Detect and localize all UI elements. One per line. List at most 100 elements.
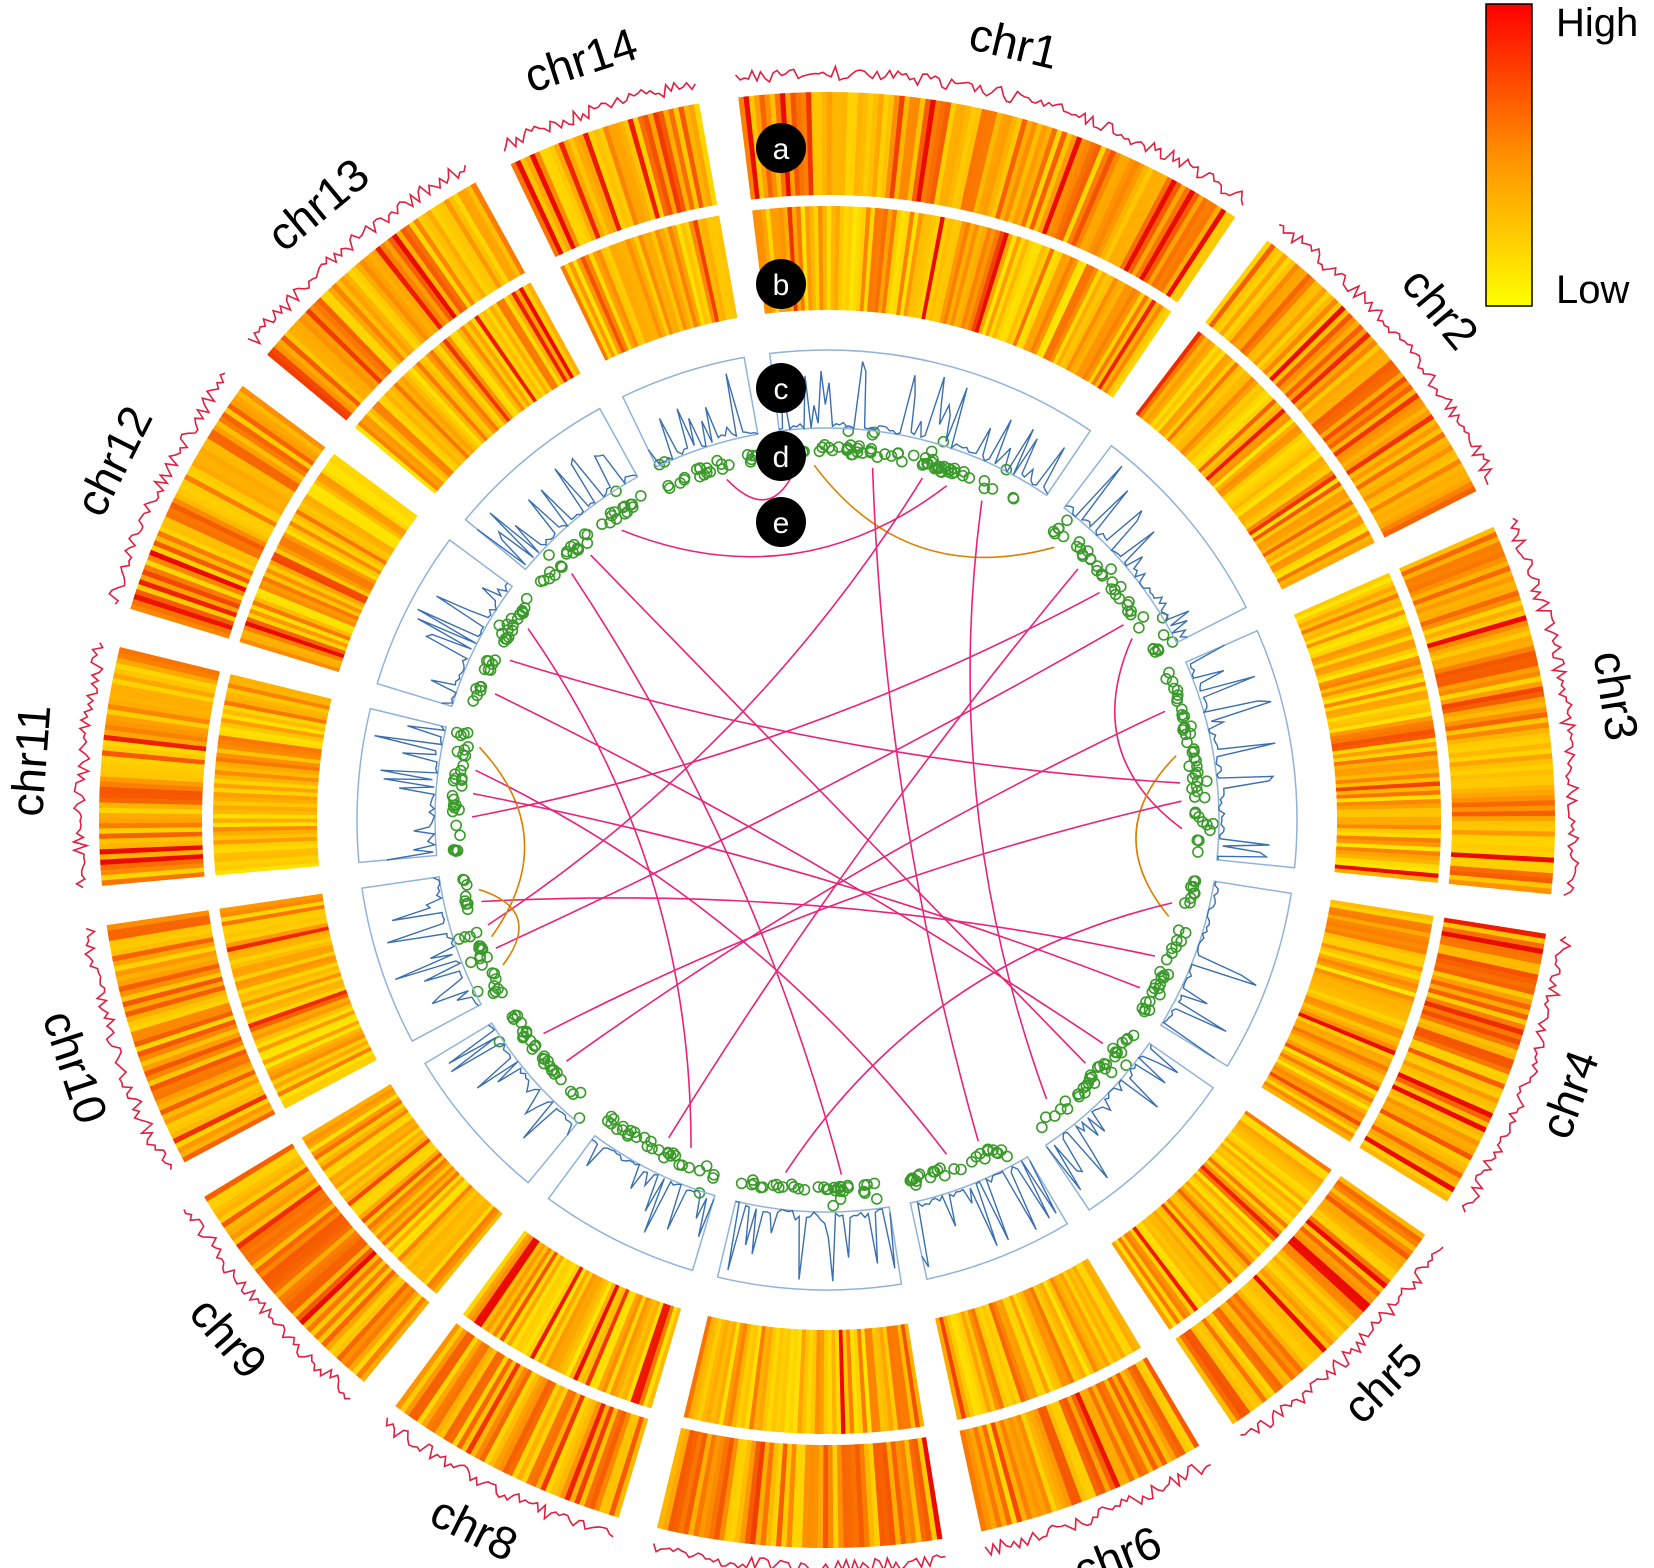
histogram-chr7 bbox=[716, 1200, 903, 1291]
density-outline-track bbox=[71, 63, 1580, 1568]
heatmap-track-b-chr10 bbox=[219, 893, 377, 1109]
heatmap-track-a-chr11 bbox=[98, 647, 220, 886]
density-line-chr11 bbox=[71, 642, 104, 889]
heatmap-track-b-chr11 bbox=[213, 674, 332, 876]
link-17 bbox=[543, 800, 1182, 1035]
track-badge-d-label: d bbox=[773, 441, 790, 474]
density-line-chr2 bbox=[1278, 224, 1493, 486]
heatmap-track-a-chr12 bbox=[130, 385, 326, 639]
chromosome-label-chr12: chr12 bbox=[64, 398, 162, 524]
heatmap-track-a-chr14 bbox=[510, 103, 718, 258]
color-legend: High Low bbox=[1485, 1, 1638, 312]
histogram-chr2 bbox=[1063, 444, 1248, 644]
track-badge-d: d bbox=[756, 431, 806, 481]
heatmap-track-b-chr2 bbox=[1135, 331, 1375, 590]
density-line-chr1 bbox=[734, 63, 1244, 206]
histogram-chr9 bbox=[423, 1022, 579, 1184]
dots-chr3 bbox=[1160, 666, 1219, 858]
heatmap-track-b-chr13 bbox=[354, 282, 581, 495]
track-badge-a-label: a bbox=[773, 133, 790, 166]
track-badge-c-label: c bbox=[774, 373, 789, 406]
dots-chr11 bbox=[446, 726, 474, 858]
histogram-chr11 bbox=[356, 707, 448, 864]
histogram-chr14 bbox=[621, 356, 759, 468]
link-16 bbox=[668, 568, 1079, 1139]
dots-chr9 bbox=[493, 1009, 587, 1124]
histogram-chr1 bbox=[768, 349, 1092, 497]
link-12 bbox=[590, 554, 1087, 1064]
density-line-chr3 bbox=[1509, 517, 1580, 897]
heatmap-track-a-chr9 bbox=[204, 1143, 430, 1382]
link-21 bbox=[621, 485, 948, 558]
density-line-chr12 bbox=[108, 372, 226, 605]
dots-chr14 bbox=[653, 448, 764, 495]
heatmap-track-a-chr13 bbox=[267, 182, 526, 421]
link-20 bbox=[494, 693, 1104, 1045]
link-22 bbox=[472, 792, 1141, 989]
heatmap-track-b-chr12 bbox=[239, 453, 418, 673]
histogram-chr10 bbox=[361, 875, 483, 1043]
dots-chr6 bbox=[904, 1143, 1013, 1191]
heatmap-track-b-chr3 bbox=[1293, 572, 1441, 883]
track-badge-c: c bbox=[756, 363, 806, 413]
heatmap-track-b-chr9 bbox=[301, 1083, 503, 1294]
legend-gradient-bar bbox=[1485, 3, 1533, 307]
dots-chr13 bbox=[534, 485, 647, 588]
link-13 bbox=[969, 500, 1048, 1100]
histogram-chr4 bbox=[1159, 880, 1293, 1068]
heatmap-track-a-chr6 bbox=[959, 1357, 1200, 1532]
density-line-chr9 bbox=[183, 1209, 351, 1400]
heatmap-track-b-chr4 bbox=[1261, 899, 1434, 1142]
link-7 bbox=[566, 710, 1166, 1062]
link-6 bbox=[1114, 638, 1183, 830]
link-5 bbox=[495, 624, 1124, 949]
histogram-chr8 bbox=[547, 1134, 716, 1272]
link-19 bbox=[478, 746, 526, 938]
heatmap-tracks bbox=[98, 91, 1555, 1548]
density-line-chr8 bbox=[385, 1417, 614, 1538]
density-line-chr5 bbox=[1240, 1246, 1444, 1436]
legend-high-label: High bbox=[1556, 1, 1638, 45]
histogram-chr6 bbox=[909, 1155, 1069, 1281]
chromosome-label-chr4: chr4 bbox=[1529, 1043, 1609, 1145]
chromosome-label-chr5: chr5 bbox=[1332, 1333, 1432, 1433]
track-badge-e-label: e bbox=[773, 507, 790, 540]
chromosome-label-chr11: chr11 bbox=[0, 703, 60, 818]
heatmap-track-b-chr1 bbox=[752, 206, 1172, 398]
link-3 bbox=[487, 477, 924, 926]
link-2 bbox=[871, 467, 979, 1142]
dots-chr5 bbox=[1036, 1029, 1140, 1134]
heatmap-track-a-chr2 bbox=[1205, 240, 1477, 538]
chromosome-label-chr3: chr3 bbox=[1583, 647, 1648, 743]
track-badge-b: b bbox=[756, 259, 806, 309]
link-11 bbox=[481, 897, 1156, 957]
heatmap-track-b-chr5 bbox=[1111, 1110, 1332, 1330]
heatmap-track-b-chr7 bbox=[683, 1315, 925, 1435]
dots-chr1 bbox=[779, 425, 1020, 505]
density-line-chr13 bbox=[247, 164, 467, 345]
chromosome-label-chr10: chr10 bbox=[33, 1004, 118, 1130]
heatmap-track-b-chr8 bbox=[462, 1230, 682, 1409]
heatmap-track-a-chr8 bbox=[395, 1323, 649, 1518]
histogram-chr5 bbox=[1044, 1042, 1215, 1212]
link-15 bbox=[570, 572, 843, 1175]
heatmap-track-a-chr10 bbox=[106, 910, 276, 1163]
histogram-chr3 bbox=[1184, 629, 1298, 869]
histogram-track bbox=[356, 349, 1298, 1291]
track-badges: a b c d e bbox=[756, 123, 806, 547]
dots-chr2 bbox=[1047, 514, 1179, 658]
heatmap-track-a-chr7 bbox=[657, 1427, 943, 1548]
density-line-chr4 bbox=[1461, 936, 1572, 1213]
heatmap-track-b-chr14 bbox=[560, 215, 738, 361]
chromosome-label-chr13: chr13 bbox=[257, 148, 379, 261]
link-9 bbox=[509, 659, 1181, 784]
track-badge-a: a bbox=[756, 123, 806, 173]
legend-low-label: Low bbox=[1556, 268, 1629, 312]
link-18 bbox=[478, 888, 520, 966]
dots-chr4 bbox=[1136, 875, 1202, 1018]
histogram-chr13 bbox=[464, 407, 639, 571]
histogram-chr12 bbox=[376, 538, 514, 708]
heatmap-track-a-chr3 bbox=[1399, 526, 1555, 895]
link-10 bbox=[784, 902, 1173, 1174]
